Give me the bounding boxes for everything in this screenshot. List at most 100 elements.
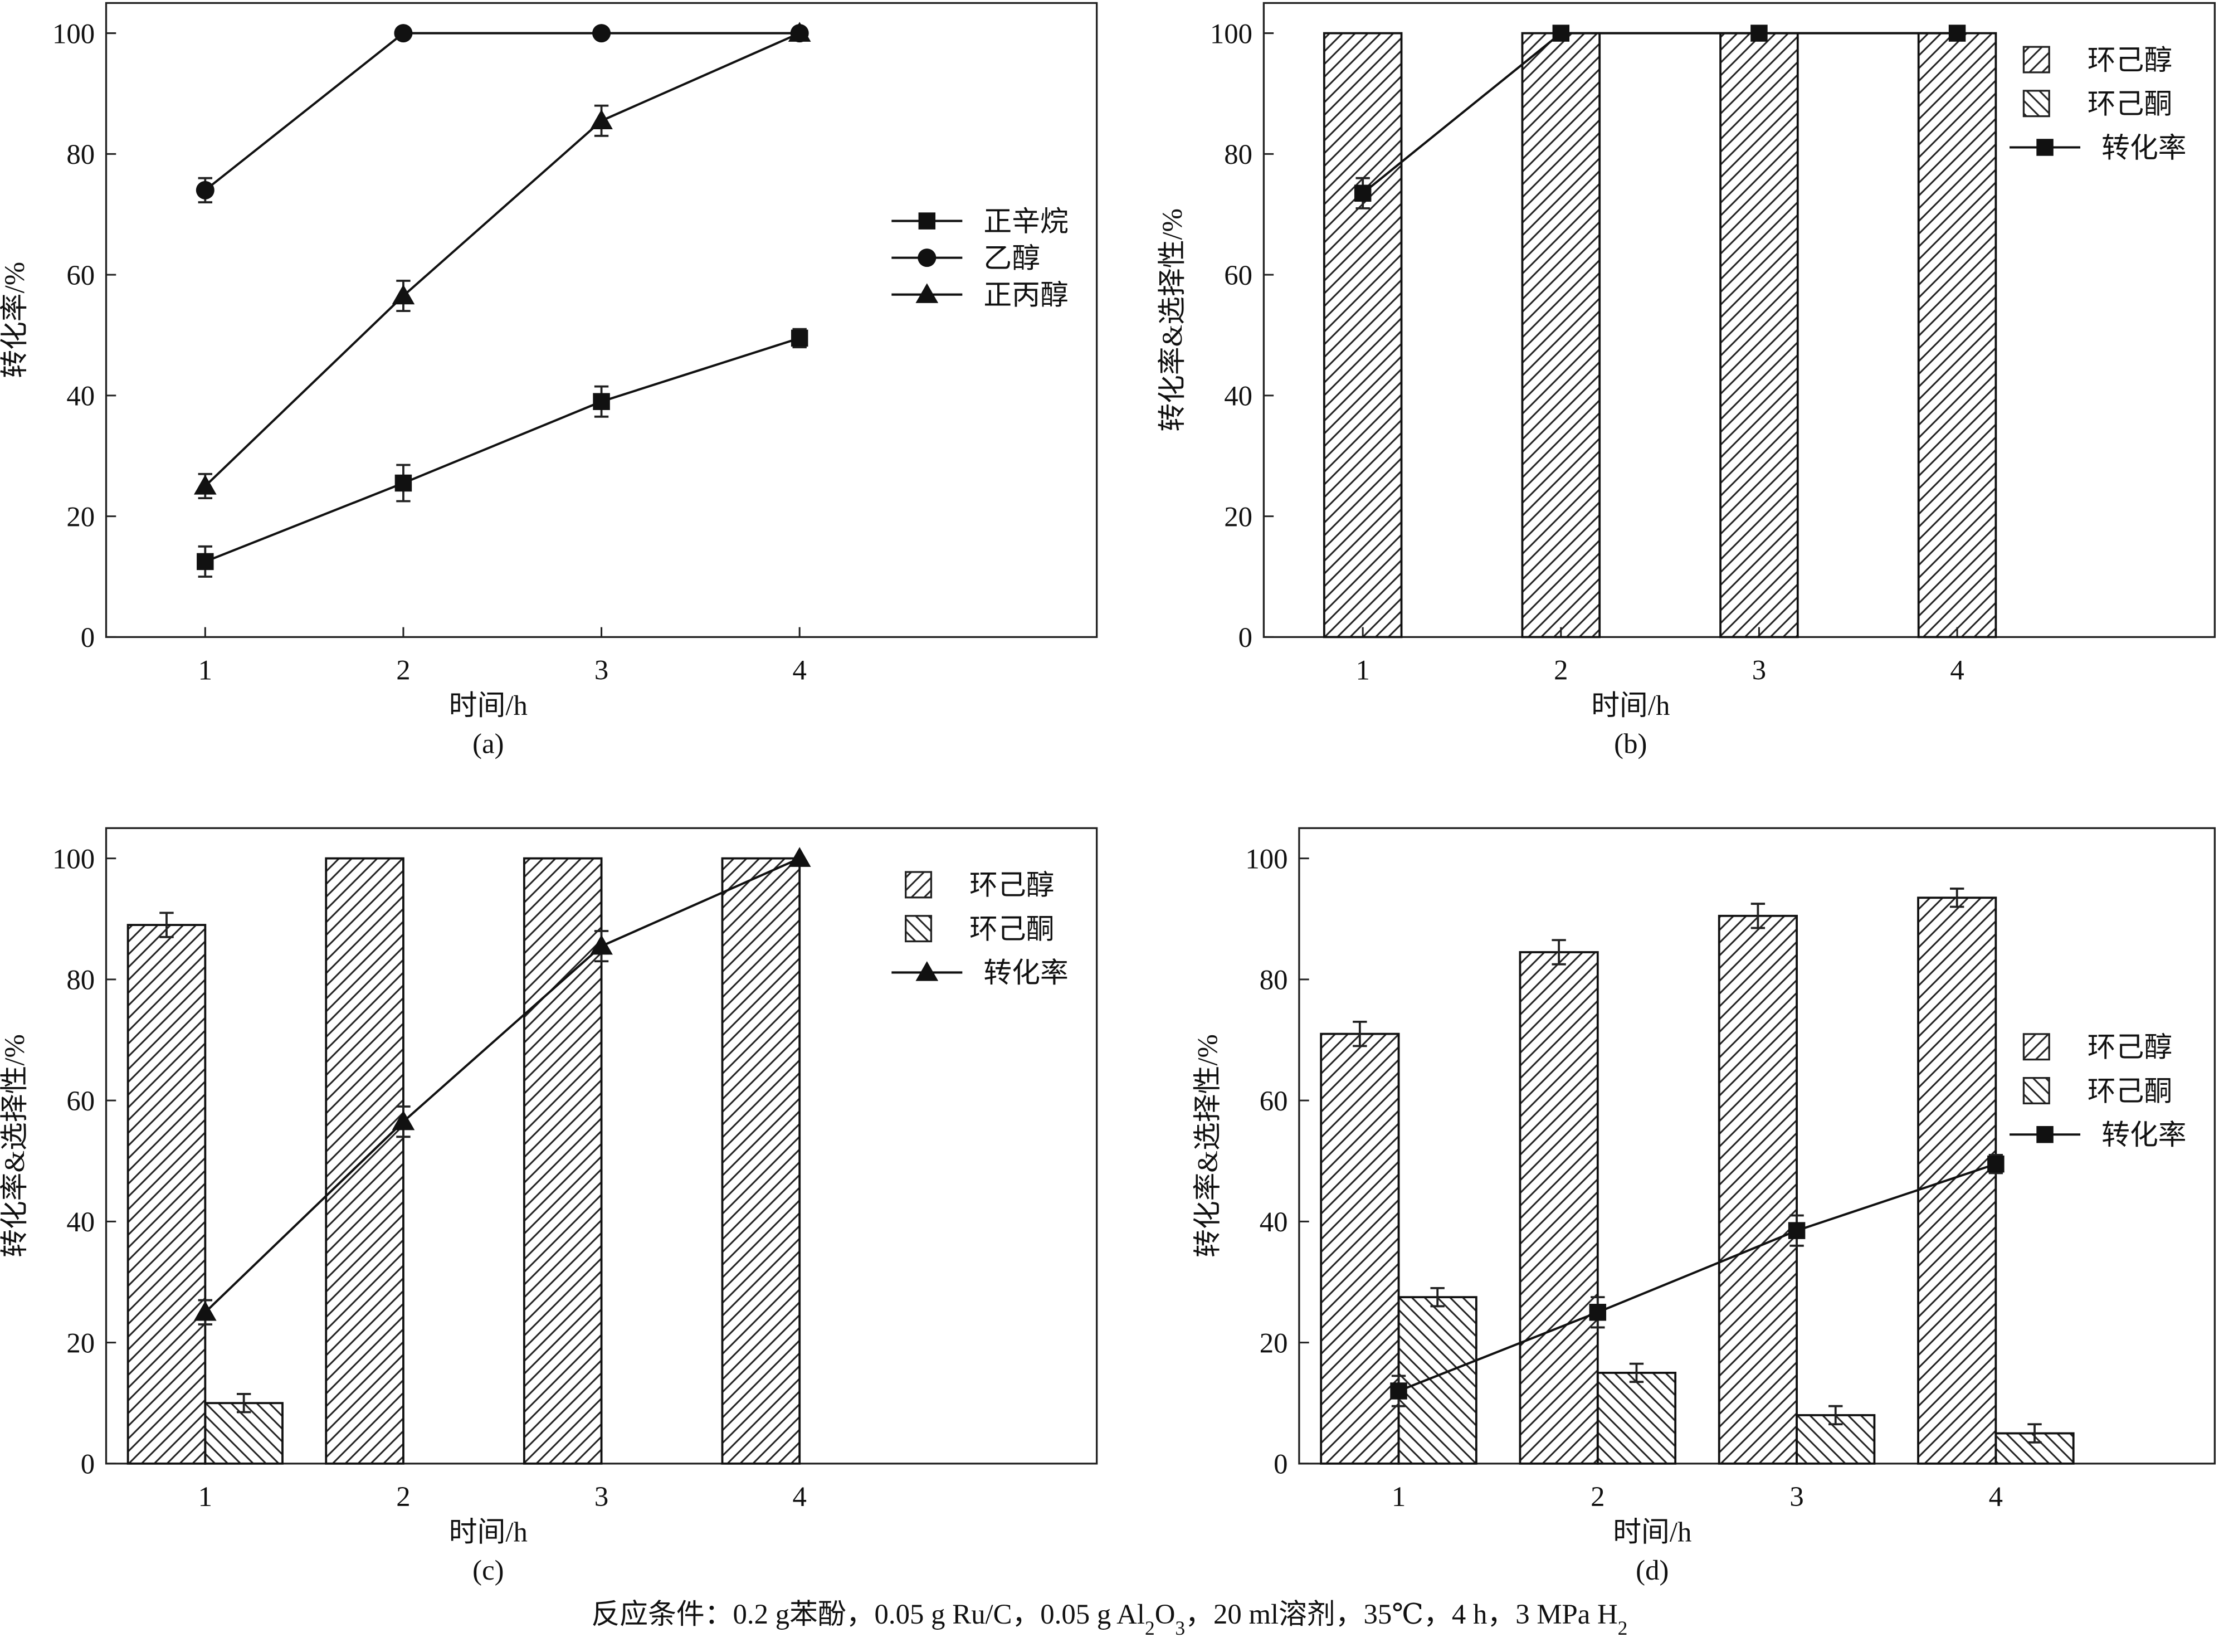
error-bar	[1750, 903, 1766, 929]
y-axis-label: 转化率&选择性/%	[0, 1034, 30, 1258]
bar	[1323, 32, 1403, 639]
legend-label: 环己醇	[969, 870, 1054, 901]
caption: 反应条件：0.2 g苯酚，0.05 g Ru/C，0.05 g Al2O3，20…	[592, 1599, 1628, 1639]
legend-label: 正辛烷	[983, 206, 1068, 237]
marker	[1354, 184, 1372, 202]
legend-label: 环己酮	[2088, 1075, 2172, 1107]
marker	[197, 553, 214, 571]
caption-part: 2	[1145, 1617, 1155, 1639]
y-tick-label: 0	[81, 622, 95, 653]
x-tick-label: 4	[1989, 1481, 2003, 1512]
bar	[1719, 32, 1799, 639]
y-tick-label: 60	[66, 1085, 95, 1117]
error-bar	[1950, 888, 1964, 908]
x-tick-label: 3	[594, 655, 608, 686]
legend-swatch	[2022, 1033, 2050, 1061]
y-tick-label: 40	[66, 1206, 95, 1237]
error-bar	[1629, 1362, 1644, 1383]
legend-label: 环己醇	[2088, 1032, 2172, 1063]
bar	[1596, 1372, 1677, 1465]
legend-marker	[918, 212, 936, 230]
x-tick-label: 2	[396, 1481, 410, 1512]
x-tick-label: 4	[792, 1481, 806, 1512]
legend-marker	[915, 283, 939, 303]
bar	[1917, 896, 1997, 1465]
y-tick-label: 0	[81, 1449, 95, 1480]
x-tick-label: 4	[792, 655, 806, 686]
x-tick-label: 3	[594, 1481, 608, 1512]
marker	[1788, 1222, 1806, 1239]
marker	[194, 475, 217, 495]
y-axis-label: 转化率&选择性/%	[1192, 1034, 1223, 1258]
y-tick-label: 20	[66, 501, 95, 532]
y-tick-label: 20	[1224, 501, 1252, 532]
marker	[1948, 25, 1966, 42]
marker	[196, 181, 214, 199]
legend-swatch	[2022, 1077, 2050, 1105]
marker	[194, 1300, 217, 1321]
legend-marker	[2036, 139, 2054, 156]
legend-label: 转化率	[983, 957, 1068, 988]
y-tick-label: 100	[52, 18, 95, 49]
marker	[1987, 1155, 2005, 1173]
marker	[791, 329, 808, 347]
legend-label: 环己酮	[969, 913, 1054, 944]
error-bar	[1828, 1405, 1843, 1426]
marker	[392, 1110, 415, 1130]
x-tick-label: 1	[1392, 1481, 1406, 1512]
x-tick-label: 1	[1355, 655, 1369, 686]
bar	[1519, 951, 1599, 1465]
legend-swatch	[905, 915, 933, 943]
caption-part: 2	[1618, 1617, 1628, 1639]
x-tick-label: 3	[1789, 1481, 1803, 1512]
x-axis-label: 时间/h	[1613, 1517, 1691, 1548]
y-tick-label: 40	[1260, 1206, 1288, 1237]
panel-label: (a)	[472, 728, 504, 759]
marker	[392, 284, 415, 305]
x-axis-label: 时间/h	[1591, 690, 1670, 721]
legend-marker	[915, 961, 939, 981]
y-tick-label: 60	[1224, 260, 1252, 291]
marker	[1552, 25, 1570, 42]
y-tick-label: 0	[1274, 1449, 1287, 1480]
legend-swatch	[2022, 46, 2050, 74]
marker	[593, 393, 610, 410]
marker	[590, 109, 613, 129]
caption-part: O	[1155, 1599, 1176, 1630]
y-tick-label: 20	[1260, 1327, 1288, 1358]
legend-label: 正丙醇	[983, 279, 1068, 310]
y-tick-label: 80	[66, 964, 95, 996]
marker	[1589, 1304, 1607, 1321]
x-axis-label: 时间/h	[449, 690, 528, 721]
y-tick-label: 80	[66, 139, 95, 170]
legend-label: 转化率	[2101, 132, 2186, 163]
marker	[1390, 1382, 1407, 1400]
y-tick-label: 100	[1245, 843, 1287, 874]
y-tick-label: 80	[1224, 139, 1252, 170]
bar	[1397, 1296, 1477, 1465]
marker	[394, 474, 412, 492]
legend-label: 转化率	[2101, 1119, 2186, 1151]
error-bar	[2027, 1423, 2042, 1444]
panel-label: (c)	[472, 1554, 504, 1586]
x-tick-label: 1	[198, 655, 212, 686]
marker	[592, 24, 611, 43]
line	[1398, 1163, 1997, 1392]
line	[204, 32, 801, 487]
marker	[788, 22, 811, 42]
error-bar	[1430, 1286, 1445, 1308]
error-bar	[236, 1393, 251, 1414]
legend-marker	[2036, 1126, 2054, 1143]
y-axis-label: 转化率&选择性/%	[1157, 208, 1188, 432]
bar	[721, 857, 801, 1465]
bar	[1917, 32, 1997, 639]
x-tick-label: 4	[1950, 655, 1964, 686]
panel-label: (b)	[1614, 728, 1647, 759]
error-bar	[1353, 1020, 1367, 1047]
bar	[1521, 32, 1601, 639]
y-tick-label: 0	[1238, 622, 1252, 653]
bar	[126, 924, 207, 1465]
y-tick-label: 40	[66, 381, 95, 412]
y-tick-label: 20	[66, 1327, 95, 1358]
